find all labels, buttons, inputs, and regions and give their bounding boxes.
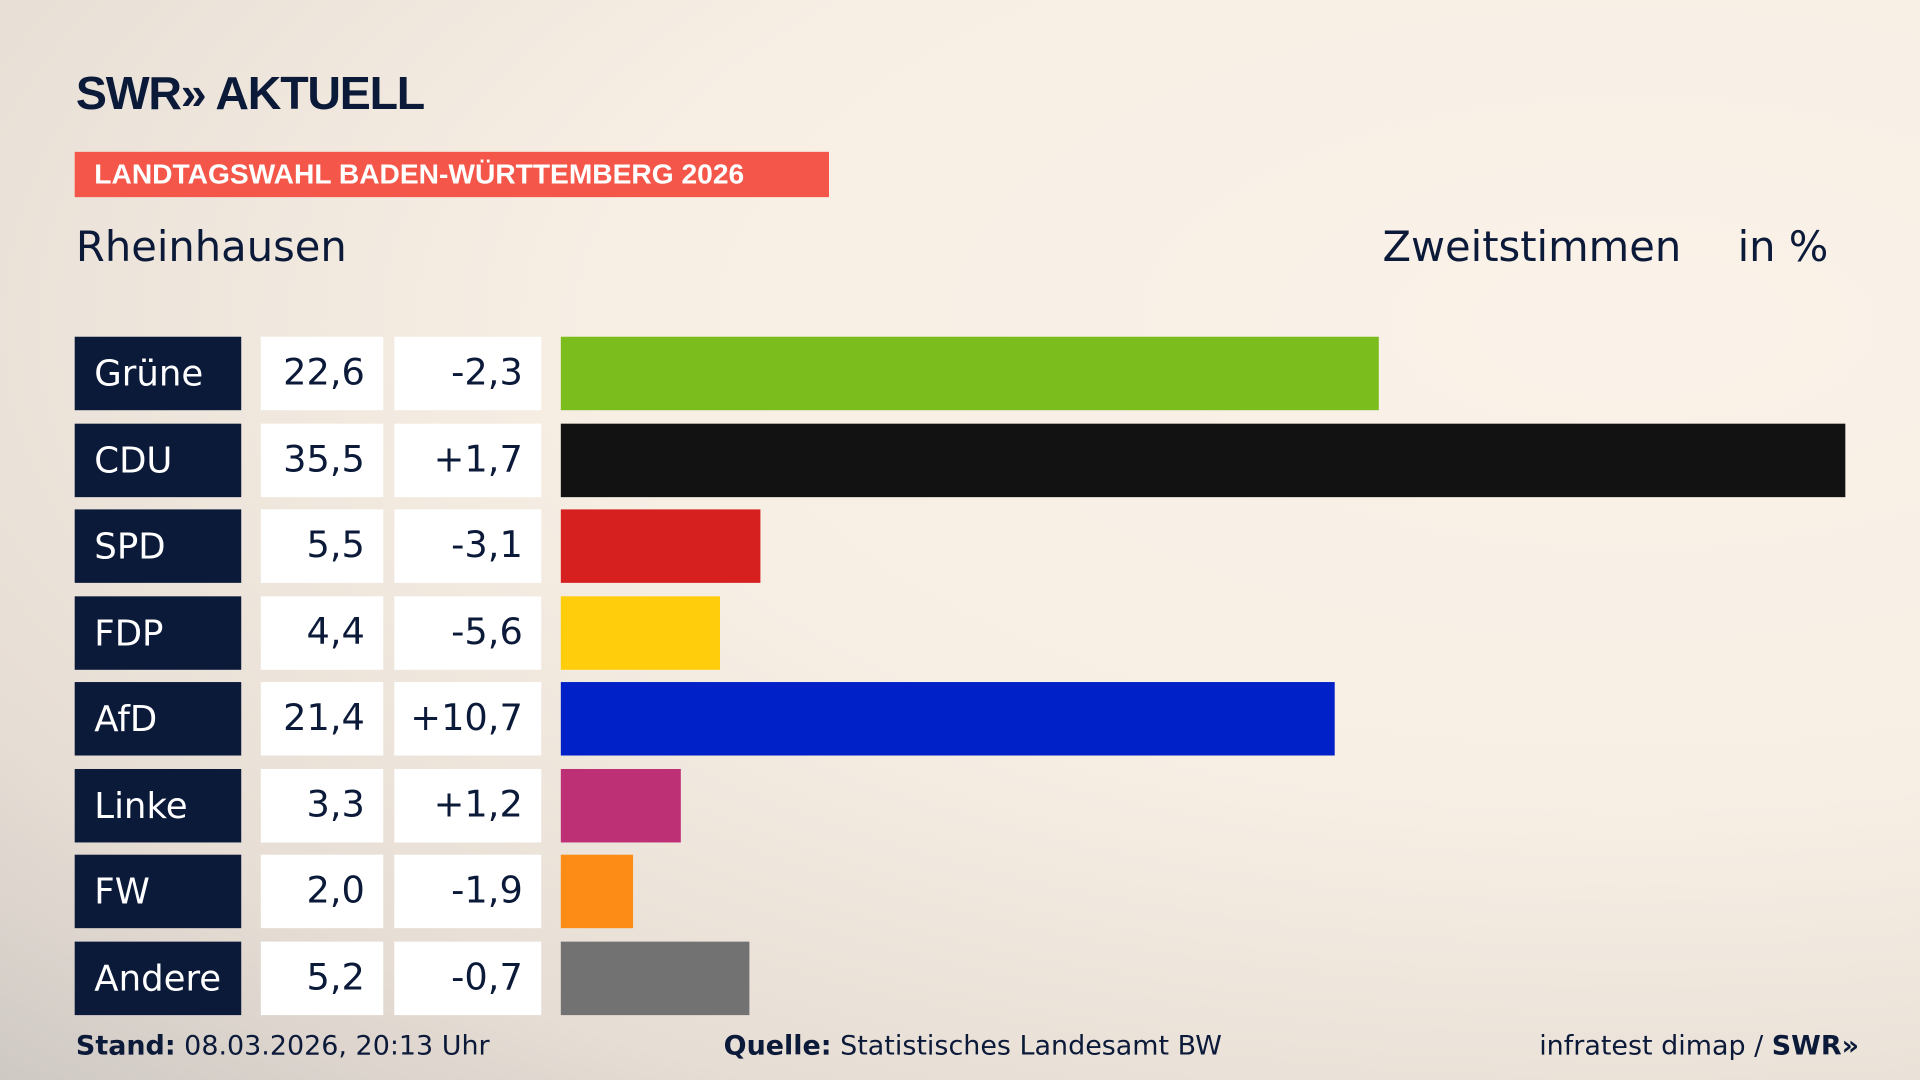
diff-label: -0,7	[394, 941, 542, 1015]
party-label: Linke	[74, 768, 242, 842]
value-label: 4,4	[260, 595, 384, 670]
diff-label: -1,9	[394, 854, 542, 929]
party-label: Andere	[74, 941, 242, 1015]
diff-label: +1,7	[394, 423, 542, 497]
diff-label: +10,7	[394, 682, 542, 756]
bar	[560, 682, 1336, 756]
value-label: 5,5	[260, 509, 384, 583]
source-label: Quelle:	[723, 1031, 832, 1062]
diff-label: -2,3	[394, 336, 542, 411]
party-label: FW	[74, 854, 242, 929]
source-value: Statistisches Landesamt BW	[831, 1031, 1222, 1062]
value-label: 35,5	[260, 423, 384, 497]
bar	[560, 595, 721, 670]
bar	[560, 509, 760, 583]
bar	[560, 423, 1846, 497]
party-label: FDP	[74, 595, 242, 670]
value-label: 3,3	[260, 768, 384, 842]
source-info: Quelle: Statistisches Landesamt BW	[724, 1031, 1222, 1062]
diff-label: -3,1	[394, 509, 542, 583]
party-label: SPD	[74, 509, 242, 583]
vote-type-label: Zweitstimmen	[1382, 222, 1682, 272]
bar	[560, 336, 1379, 411]
value-label: 5,2	[260, 941, 384, 1015]
diff-label: +1,2	[394, 768, 542, 842]
credit-info: infratest dimap / SWR»	[1539, 1031, 1859, 1062]
swr-aktuell-logo: SWR» AKTUELL	[75, 68, 425, 121]
value-label: 2,0	[260, 854, 384, 929]
stand-info: Stand: 08.03.2026, 20:13 Uhr	[76, 1031, 490, 1062]
swr-logo: SWR»	[1771, 1031, 1860, 1062]
party-label: Grüne	[74, 336, 242, 411]
value-label: 21,4	[260, 682, 384, 756]
stand-label: Stand:	[75, 1031, 176, 1062]
place-title: Rheinhausen	[75, 222, 347, 272]
unit-label: in %	[1737, 222, 1829, 272]
bar	[560, 768, 681, 842]
credit-text: infratest dimap /	[1539, 1031, 1772, 1062]
stand-value: 08.03.2026, 20:13 Uhr	[175, 1031, 490, 1062]
election-badge: LANDTAGSWAHL BADEN-WÜRTTEMBERG 2026	[74, 151, 829, 198]
bar	[560, 941, 749, 1015]
bar	[560, 854, 634, 929]
party-label: AfD	[74, 682, 242, 756]
diff-label: -5,6	[394, 595, 542, 670]
party-label: CDU	[74, 423, 242, 497]
value-label: 22,6	[260, 336, 384, 411]
